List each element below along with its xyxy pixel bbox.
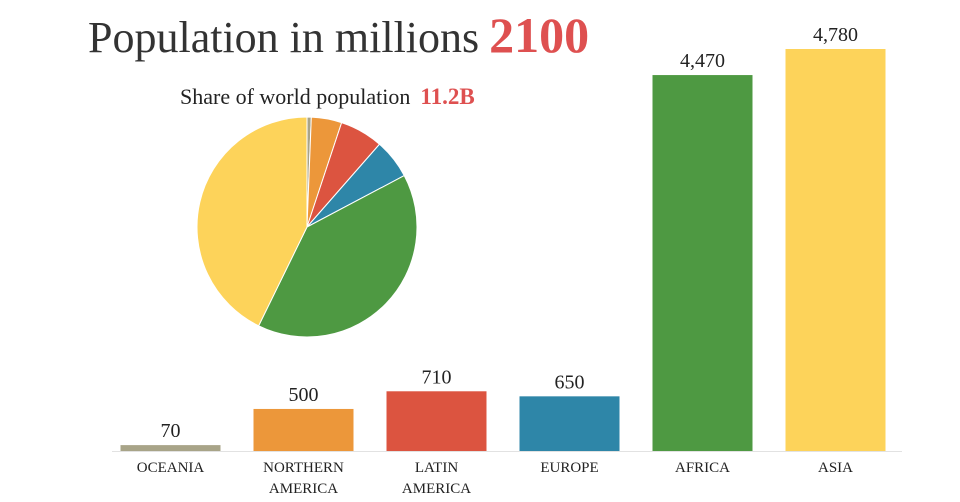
pie-slice-asia — [196, 116, 308, 327]
bar-europe — [519, 396, 620, 451]
chart-title: Population in millions 2100 — [88, 6, 589, 64]
title-text: Population in millions — [88, 13, 480, 62]
pie-subtitle: Share of world population 11.2B — [180, 84, 475, 110]
value-label-northern-america: 500 — [289, 384, 319, 406]
category-label-oceania: OCEANIA — [137, 460, 205, 476]
category-label-asia: ASIA — [818, 460, 853, 476]
bar-asia — [785, 49, 886, 451]
pie-slice-africa — [257, 174, 418, 338]
bar-africa — [652, 75, 753, 451]
category-label-africa: AFRICA — [675, 460, 730, 476]
category-label-northern-america: NORTHERN AMERICA — [263, 460, 344, 497]
bar-value-labels: 70 500 710 650 4,470 4,780 — [161, 24, 859, 442]
bar-series — [120, 49, 886, 451]
category-label-latin-america: LATIN AMERICA — [402, 460, 471, 497]
total-population-label: 11.2B — [420, 84, 475, 109]
value-label-africa: 4,470 — [680, 50, 725, 72]
bar-northern-america — [253, 408, 354, 451]
value-label-asia: 4,780 — [813, 24, 858, 46]
value-label-europe: 650 — [555, 371, 585, 393]
value-label-latin-america: 710 — [422, 366, 452, 388]
share-pie-chart — [196, 116, 418, 338]
subtitle-text: Share of world population — [180, 84, 411, 109]
bar-latin-america — [386, 391, 487, 451]
category-label-europe: EUROPE — [540, 460, 598, 476]
value-label-oceania: 70 — [161, 420, 181, 442]
bar-oceania — [120, 445, 221, 451]
year-label: 2100 — [489, 7, 590, 63]
category-labels: OCEANIA NORTHERN AMERICA LATIN AMERICA EUROPE… — [137, 460, 853, 497]
